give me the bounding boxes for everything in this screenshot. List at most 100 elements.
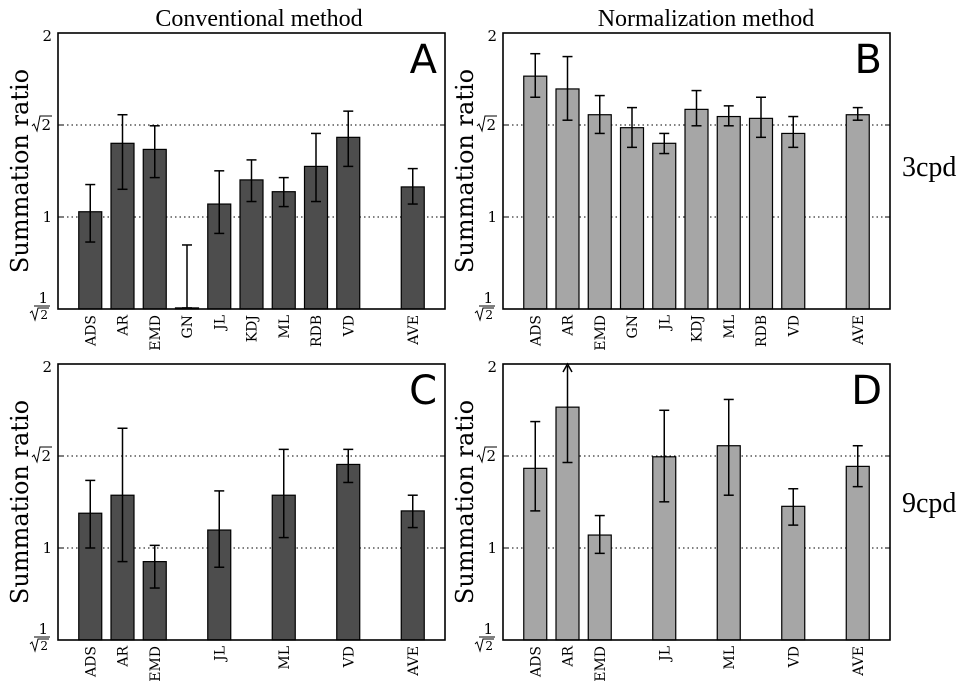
panel-letter: C	[409, 368, 437, 414]
bar-ave	[845, 114, 870, 310]
panels: ADS AR EMD GN JL KDJ ML RDB VD AVE12122Summation …	[6, 27, 891, 682]
category-label-ar: AR	[561, 646, 577, 668]
category-label-ml: ML	[277, 646, 293, 670]
ytick-label-numerator: 1	[483, 289, 493, 307]
category-label-kdj: KDJ	[245, 315, 261, 342]
category-label-jl: JL	[212, 315, 228, 332]
panel-letter: B	[855, 37, 882, 83]
ytick-radical-sign	[29, 307, 49, 322]
category-label-ar: AR	[561, 315, 577, 337]
bar-ads	[523, 75, 548, 310]
bar-vd	[781, 132, 806, 310]
ytick-label: 1	[487, 208, 497, 226]
ytick-label-denominator: 2	[40, 639, 48, 653]
bar-ml	[716, 115, 741, 310]
column-title-conventional: Conventional method	[155, 6, 362, 32]
bar-gn	[619, 127, 645, 310]
row-label-9cpd: 9cpd	[902, 488, 956, 519]
ytick-label: 1	[487, 539, 497, 557]
ytick-label: 2	[42, 358, 52, 376]
y-axis-label: Summation ratio	[451, 400, 479, 604]
category-label-vd: VD	[341, 315, 357, 337]
category-label-jl: JL	[657, 646, 673, 663]
category-label-ml: ML	[722, 646, 738, 670]
category-label-vd: VD	[786, 315, 802, 337]
ytick-label: 2	[42, 27, 52, 45]
category-label-jl: JL	[657, 315, 673, 332]
ytick-label: 1	[42, 208, 52, 226]
category-label-ads: ADS	[528, 315, 544, 347]
ytick-radical-sign	[474, 307, 494, 322]
y-axis-label: Summation ratio	[6, 69, 34, 273]
category-label-emd: EMD	[148, 646, 164, 682]
ytick-label-denominator: 2	[485, 308, 493, 322]
category-label-vd: VD	[786, 646, 802, 668]
category-label-kdj: KDJ	[690, 315, 706, 342]
category-label-emd: EMD	[593, 315, 609, 351]
category-label-ads: ADS	[83, 315, 99, 347]
ytick-label-radicand: 2	[41, 447, 51, 465]
category-label-ar: AR	[116, 315, 132, 337]
ytick-label-radicand: 2	[486, 447, 496, 465]
row-label-3cpd: 3cpd	[902, 152, 956, 183]
ytick-radical-sign	[31, 115, 52, 133]
category-label-vd: VD	[341, 646, 357, 668]
ytick-label: 2	[487, 27, 497, 45]
ytick-label-radicand: 2	[41, 116, 51, 134]
ytick-radical-sign	[474, 638, 494, 653]
ytick-radical-sign	[31, 446, 52, 464]
category-label-emd: EMD	[593, 646, 609, 682]
category-label-ml: ML	[277, 315, 293, 339]
bar-ave	[400, 186, 425, 310]
panel-letter: D	[851, 368, 882, 414]
bar-kdj	[684, 108, 709, 310]
bar-ave	[845, 465, 870, 641]
bar-ml	[271, 191, 296, 310]
category-label-jl: JL	[212, 646, 228, 663]
category-label-gn: GN	[180, 315, 196, 338]
category-label-ave: AVE	[406, 315, 422, 346]
category-label-ml: ML	[722, 315, 738, 339]
category-label-ads: ADS	[83, 646, 99, 678]
bar-rdb	[748, 117, 774, 310]
category-label-ar: AR	[116, 646, 132, 668]
ytick-label: 1	[42, 539, 52, 557]
category-label-emd: EMD	[148, 315, 164, 351]
ytick-label-numerator: 1	[38, 289, 48, 307]
ytick-label-denominator: 2	[40, 308, 48, 322]
bar-vd	[336, 463, 361, 641]
category-label-ave: AVE	[851, 646, 867, 677]
ytick-label: 2	[487, 358, 497, 376]
category-label-ads: ADS	[528, 646, 544, 678]
plot-frame	[57, 32, 446, 310]
plot-frame	[502, 363, 891, 641]
bar-ave	[400, 510, 425, 641]
bar-vd	[781, 505, 806, 641]
panel-letter: A	[410, 37, 438, 83]
category-label-ave: AVE	[851, 315, 867, 346]
bar-ar	[555, 88, 580, 310]
ytick-label-denominator: 2	[485, 639, 493, 653]
category-label-rdb: RDB	[309, 315, 325, 347]
column-title-normalization: Normalization method	[598, 6, 815, 32]
plot-frame	[57, 363, 446, 641]
plot-frame	[502, 32, 891, 310]
y-axis-label: Summation ratio	[6, 400, 34, 604]
ytick-label-radicand: 2	[486, 116, 496, 134]
bar-emd	[587, 114, 612, 310]
ytick-label-numerator: 1	[483, 620, 493, 638]
category-label-ave: AVE	[406, 646, 422, 677]
panel-B: ADS AR EMD GN JL KDJ ML RDB VD AVE12122Summation …	[451, 27, 891, 351]
ytick-radical-sign	[29, 638, 49, 653]
ytick-radical-sign	[476, 446, 497, 464]
y-axis-label: Summation ratio	[451, 69, 479, 273]
ytick-radical-sign	[476, 115, 497, 133]
bar-jl	[652, 142, 677, 310]
category-label-rdb: RDB	[754, 315, 770, 347]
category-label-gn: GN	[625, 315, 641, 338]
ytick-label-numerator: 1	[38, 620, 48, 638]
panel-A: ADS AR EMD GN JL KDJ ML RDB VD AVE12122Summation …	[6, 27, 446, 351]
